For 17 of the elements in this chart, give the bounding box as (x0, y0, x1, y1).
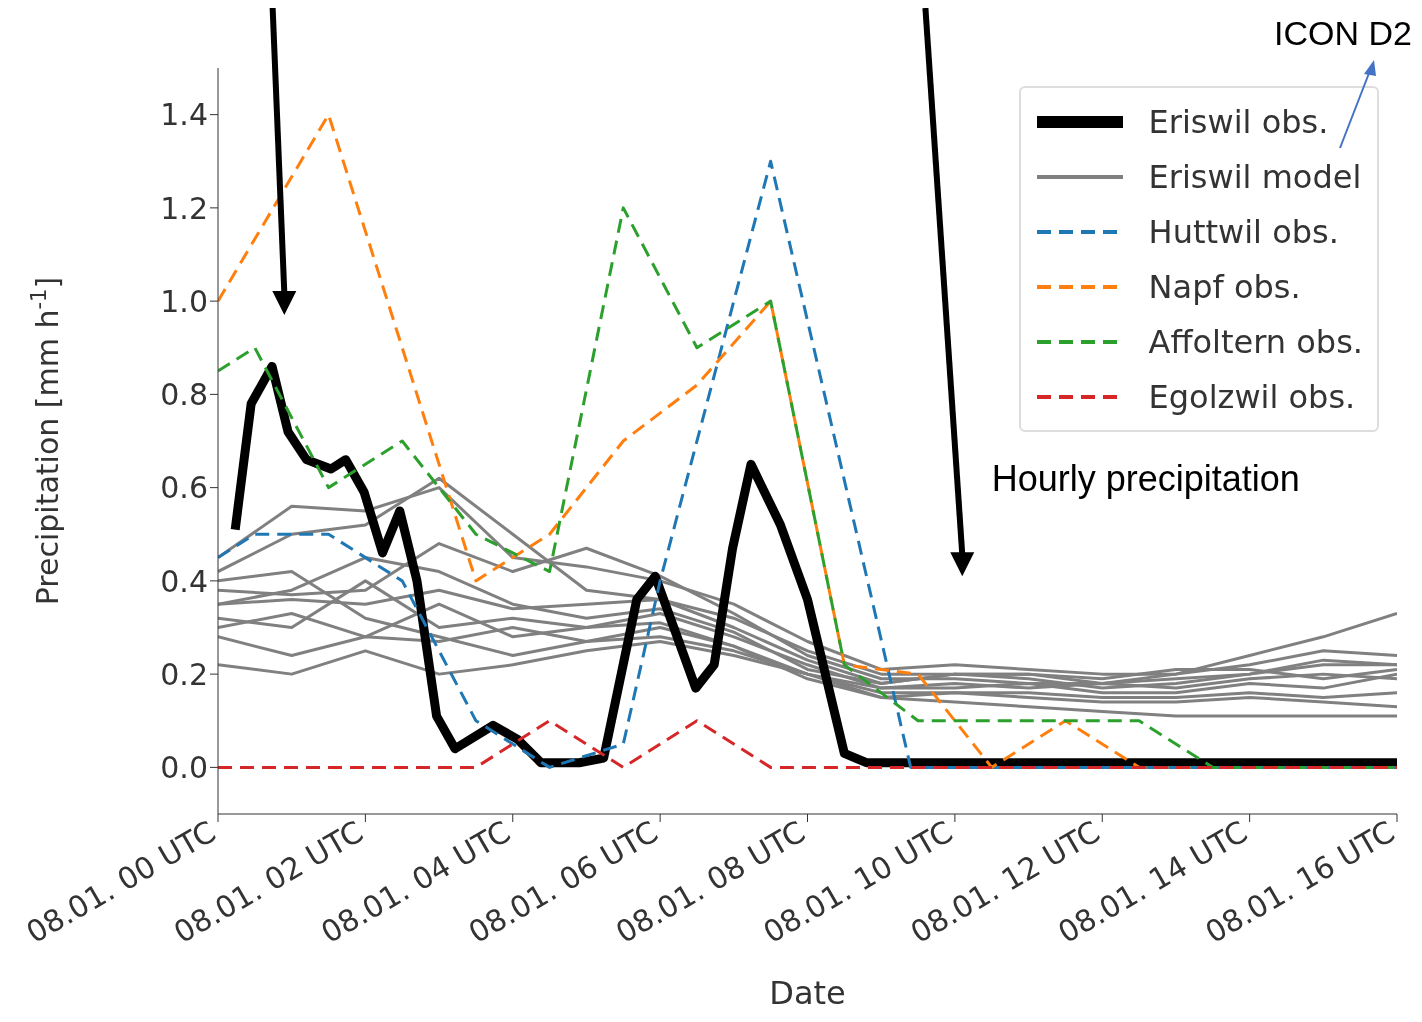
y-tick-label: 0.8 (160, 377, 208, 413)
y-tick-label: 0.2 (160, 656, 208, 692)
legend-label: Egolzwil obs. (1148, 377, 1356, 416)
annotation: Hourly precipitation (991, 458, 1300, 501)
y-tick-label: 1.2 (160, 190, 208, 226)
y-tick-label: 1.0 (160, 283, 208, 319)
legend-label: Affoltern obs. (1148, 322, 1363, 361)
legend-label: Napf obs. (1148, 267, 1301, 306)
y-tick-label: 0.4 (160, 563, 208, 599)
legend-label: Eriswil obs. (1148, 102, 1329, 141)
legend-label: Eriswil model (1148, 157, 1362, 196)
text: ICON D2 (1274, 14, 1412, 53)
y-tick-label: 0.6 (160, 470, 208, 506)
legend-label: Huttwil obs. (1148, 212, 1339, 251)
y-tick-label: 0.0 (160, 750, 208, 786)
x-axis-title: Date (769, 974, 846, 1012)
y-tick-label: 1.4 (160, 97, 208, 133)
